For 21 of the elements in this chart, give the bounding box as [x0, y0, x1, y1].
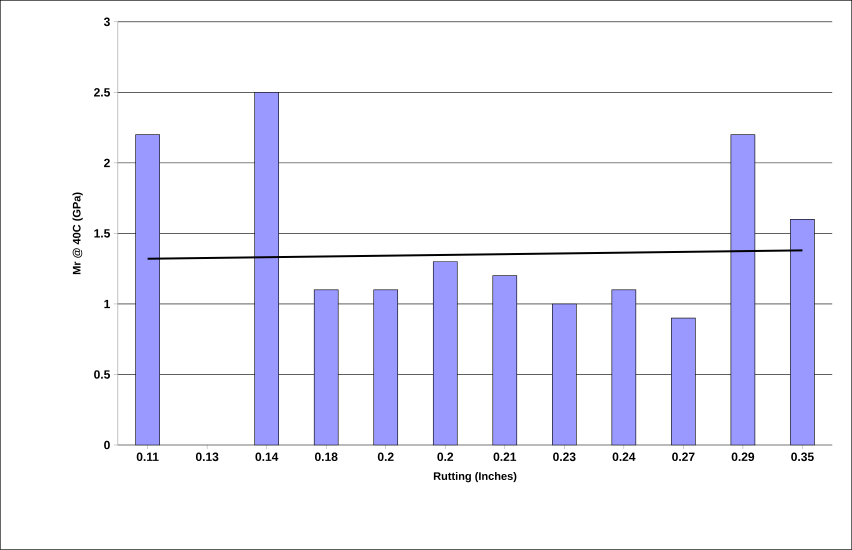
x-tick-label: 0.14 [255, 452, 278, 462]
y-tick-label: 1.5 [94, 229, 110, 238]
x-tick-label: 0.13 [196, 452, 218, 462]
y-tick-label: 2 [104, 158, 110, 168]
y-tick-label: 3 [104, 18, 110, 26]
x-tick-label: 0.11 [136, 452, 159, 462]
x-tick-label: 0.18 [314, 452, 338, 462]
y-tick-label: 0.5 [94, 370, 110, 379]
x-tick-label: 0.21 [494, 452, 516, 462]
x-tick-label: 0.24 [612, 452, 636, 462]
x-tick-label: 0.29 [732, 452, 754, 462]
y-tick-label: 2.5 [94, 88, 110, 97]
y-tick-label: 0 [104, 440, 110, 450]
x-tick-label: 0.23 [553, 452, 576, 462]
y-tick-label: 1 [104, 300, 110, 308]
x-axis-title: Rutting (Inches) [434, 472, 516, 482]
x-tick-label: 0.27 [672, 452, 695, 462]
x-tick-label: 0.2 [437, 452, 454, 462]
x-tick-label: 0.2 [378, 452, 394, 462]
x-tick-label: 0.35 [791, 452, 814, 462]
y-axis-title: Mr @ 40C (GPa) [72, 192, 83, 274]
